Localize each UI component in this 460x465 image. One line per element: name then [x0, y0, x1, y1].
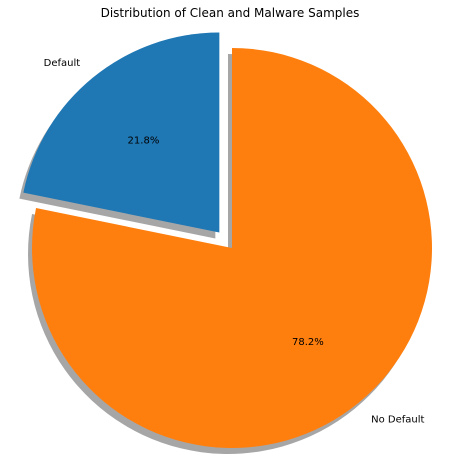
- pie-slice-default: [23, 32, 220, 233]
- slice-percent-default: 21.8%: [128, 136, 160, 147]
- chart-title: Distribution of Clean and Malware Sample…: [101, 6, 360, 20]
- slice-label-no-default: No Default: [371, 414, 424, 425]
- slice-percent-no-default: 78.2%: [292, 337, 324, 348]
- pie-labels: Default 21.8% No Default 78.2%: [44, 58, 425, 425]
- slice-label-default: Default: [44, 58, 81, 69]
- pie-slices: [23, 32, 432, 449]
- pie-slice-no-default: [31, 48, 432, 449]
